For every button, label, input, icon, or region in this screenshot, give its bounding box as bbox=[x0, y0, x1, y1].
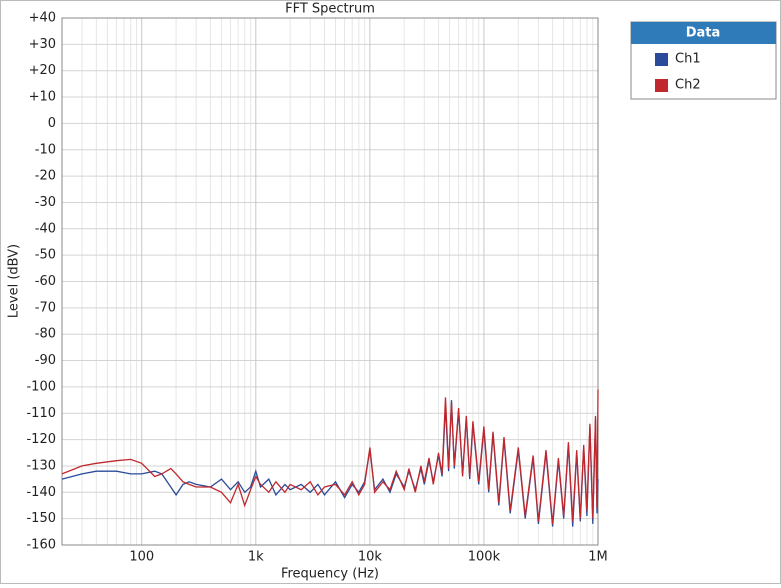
chart-title: FFT Spectrum bbox=[285, 2, 375, 17]
series-line bbox=[61, 389, 599, 524]
y-tick-label: -40 bbox=[35, 221, 56, 236]
legend-label: Ch1 bbox=[675, 52, 701, 67]
x-tick-label: 1k bbox=[248, 550, 264, 565]
x-tick-label: 100 bbox=[129, 550, 154, 565]
y-tick-label: -100 bbox=[26, 379, 56, 394]
x-tick-label: 100k bbox=[468, 550, 501, 565]
x-tick-label: 10k bbox=[358, 550, 383, 565]
y-tick-label: -50 bbox=[35, 248, 56, 263]
legend-label: Ch2 bbox=[675, 78, 701, 93]
y-tick-label: -130 bbox=[26, 458, 56, 473]
y-tick-label: -120 bbox=[26, 432, 56, 447]
x-tick-label: 1M bbox=[588, 550, 608, 565]
y-tick-label: +40 bbox=[29, 11, 56, 26]
y-tick-label: -80 bbox=[35, 327, 56, 342]
y-tick-label: -140 bbox=[26, 485, 56, 500]
x-axis-label: Frequency (Hz) bbox=[281, 567, 379, 582]
legend-swatch bbox=[655, 79, 668, 92]
y-tick-label: +10 bbox=[29, 90, 56, 105]
plot-border bbox=[61, 17, 599, 546]
y-tick-label: -70 bbox=[35, 300, 56, 315]
y-tick-label: -30 bbox=[35, 195, 56, 210]
legend-header bbox=[631, 22, 776, 44]
y-tick-label: +20 bbox=[29, 63, 56, 78]
y-tick-label: +30 bbox=[29, 37, 56, 52]
legend-swatch bbox=[655, 53, 668, 66]
y-tick-label: 0 bbox=[48, 116, 56, 131]
y-tick-label: -150 bbox=[26, 511, 56, 526]
legend-title: Data bbox=[686, 26, 721, 41]
y-tick-label: -110 bbox=[26, 406, 56, 421]
y-tick-label: -160 bbox=[26, 538, 56, 553]
y-tick-label: -60 bbox=[35, 274, 56, 289]
y-tick-label: -90 bbox=[35, 353, 56, 368]
y-tick-label: -10 bbox=[35, 142, 56, 157]
y-tick-label: -20 bbox=[35, 169, 56, 184]
y-axis-label: Level (dBV) bbox=[7, 244, 22, 318]
